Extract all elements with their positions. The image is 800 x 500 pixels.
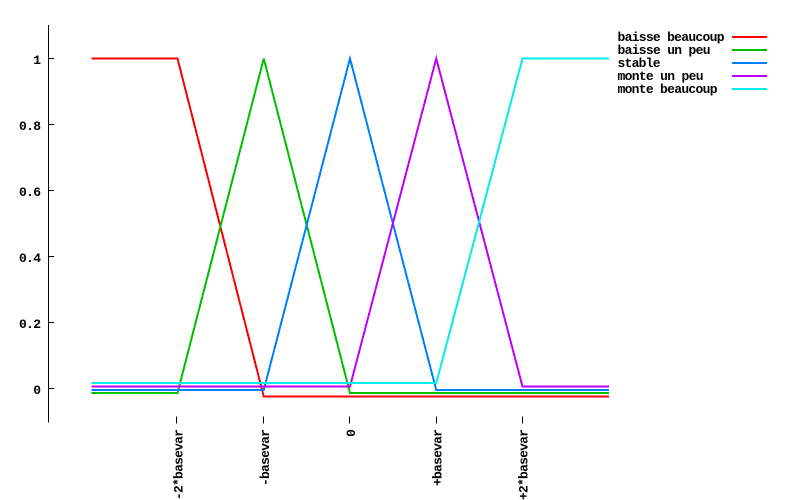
svg-text:baisse un peu: baisse un peu [618,43,711,58]
svg-text:0: 0 [33,383,41,398]
svg-text:0.2: 0.2 [19,317,41,332]
svg-text:0.8: 0.8 [19,119,41,134]
svg-text:0: 0 [344,429,359,437]
svg-text:+basevar: +basevar [430,429,445,486]
svg-text:1: 1 [33,53,41,68]
svg-text:0.4: 0.4 [19,251,41,266]
svg-text:baisse beaucoup: baisse beaucoup [618,30,725,45]
svg-text:stable: stable [618,56,661,71]
svg-text:-basevar: -basevar [258,429,273,486]
svg-text:-2*basevar: -2*basevar [172,429,187,500]
svg-text:+2*basevar: +2*basevar [517,429,532,500]
svg-text:monte un peu: monte un peu [618,69,704,84]
svg-text:monte beaucoup: monte beaucoup [618,82,718,97]
svg-text:0.6: 0.6 [19,185,41,200]
